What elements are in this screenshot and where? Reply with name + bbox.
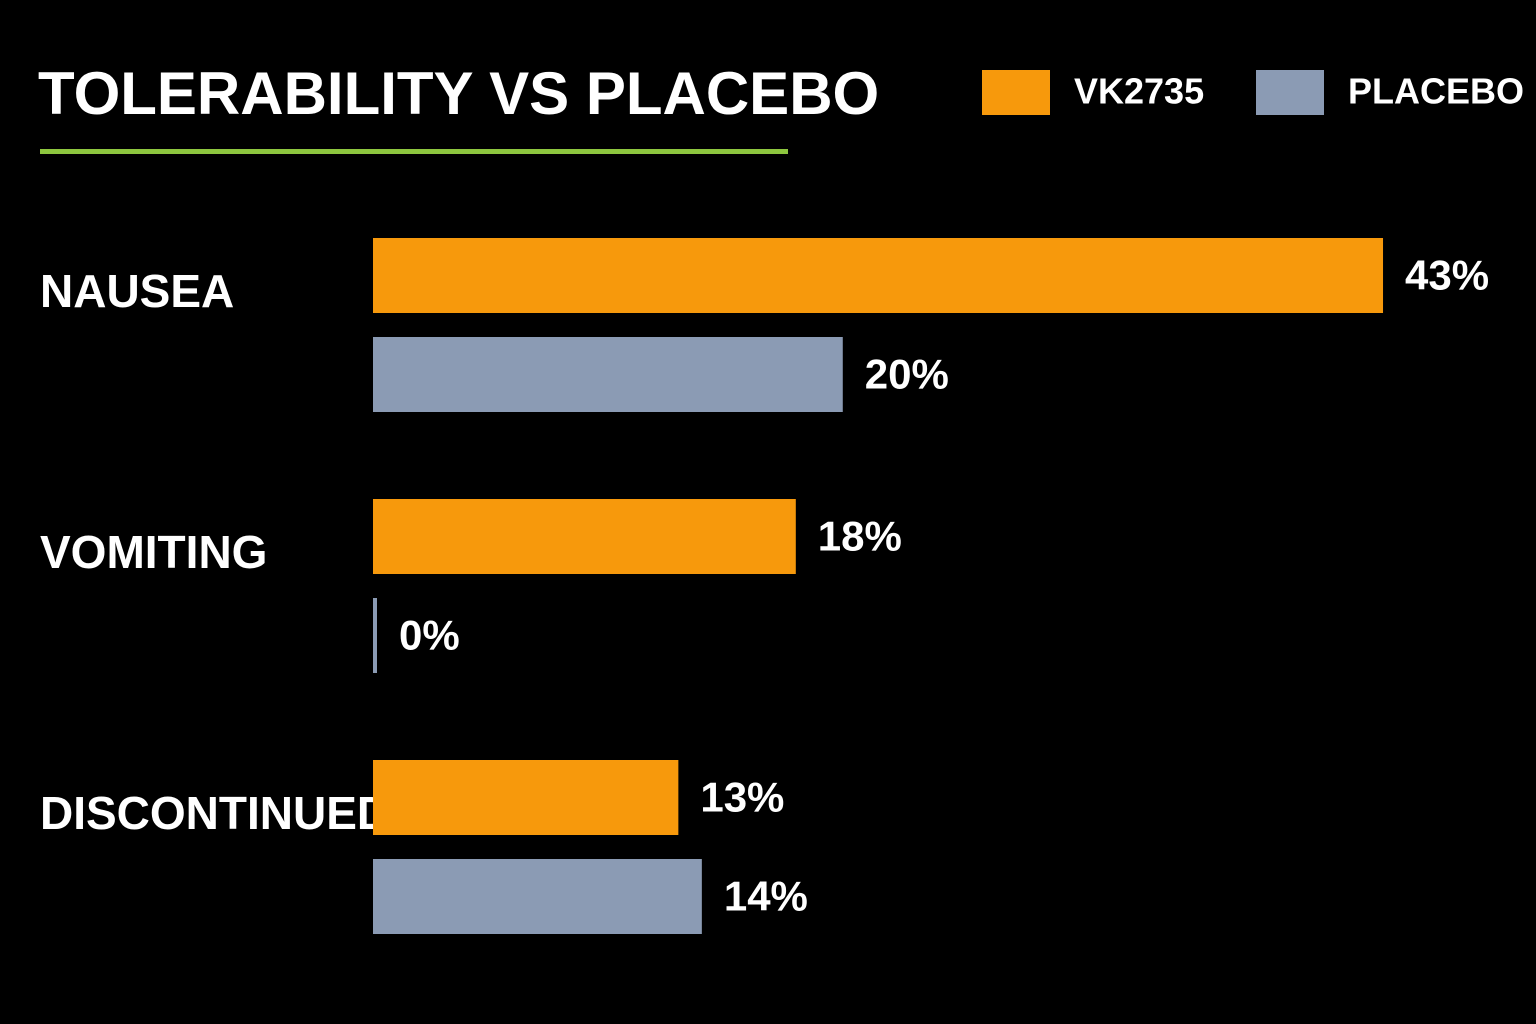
- bar: [373, 499, 796, 574]
- legend-label: PLACEBO: [1348, 71, 1524, 112]
- value-label: 13%: [700, 774, 784, 821]
- category-label: DISCONTINUED: [40, 787, 390, 839]
- bar: [373, 238, 1384, 313]
- bar: [373, 598, 377, 673]
- category-label: NAUSEA: [40, 265, 234, 317]
- bar: [373, 760, 679, 835]
- bar: [373, 337, 843, 412]
- legend-swatch: [982, 70, 1050, 115]
- legend-label: VK2735: [1074, 71, 1204, 112]
- value-label: 20%: [865, 351, 949, 398]
- legend-swatch: [1256, 70, 1324, 115]
- value-label: 14%: [724, 873, 808, 920]
- bar: [373, 859, 702, 934]
- chart-title: TOLERABILITY VS PLACEBO: [38, 60, 879, 127]
- value-label: 0%: [399, 612, 460, 659]
- title-underline: [40, 149, 788, 154]
- value-label: 43%: [1405, 252, 1489, 299]
- category-label: VOMITING: [40, 526, 267, 578]
- value-label: 18%: [818, 513, 902, 560]
